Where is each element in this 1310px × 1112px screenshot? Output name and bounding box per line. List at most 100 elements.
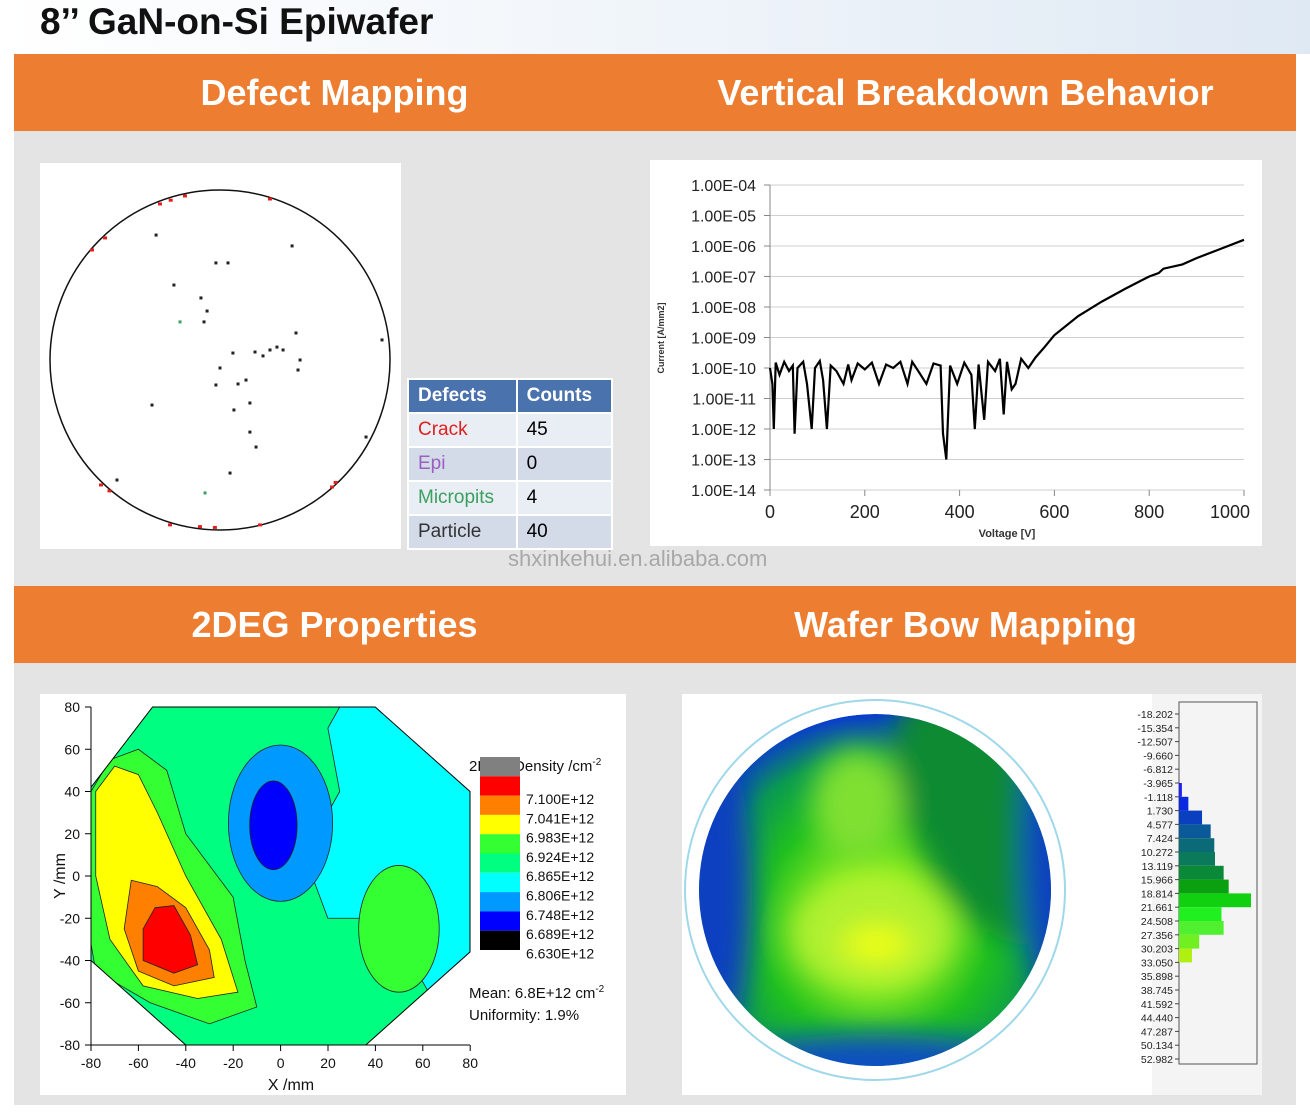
particle-point	[364, 435, 368, 439]
y-tick-label: 20	[64, 826, 80, 842]
particle-point	[154, 233, 158, 237]
wafer-bow-heading: Wafer Bow Mapping	[794, 604, 1137, 645]
bin-label: 52.982	[1141, 1054, 1173, 1066]
defect-mapping-heading: Defect Mapping	[200, 72, 469, 113]
x-tick-label: 1000	[1210, 502, 1250, 522]
bin-label: 7.424	[1147, 833, 1173, 845]
x-tick-label: 60	[415, 1055, 431, 1071]
legend-level-label: 7.041E+12	[526, 810, 594, 826]
bow-map	[699, 714, 1051, 1066]
particle-point	[236, 382, 240, 386]
histogram-bar	[1179, 796, 1189, 811]
histogram-bar	[1179, 783, 1182, 797]
crack-point	[330, 485, 335, 489]
bin-label: -9.660	[1143, 750, 1173, 762]
particle-point	[248, 430, 252, 434]
legend-level-label: 6.865E+12	[526, 868, 594, 884]
section-header-top: Defect Mapping Vertical Breakdown Behavi…	[14, 54, 1296, 131]
y-tick-label: -80	[60, 1037, 80, 1053]
histogram-bar	[1179, 865, 1224, 880]
bin-label: 35.898	[1141, 971, 1173, 983]
defect-count: 40	[515, 514, 614, 550]
y-axis-label: Y /mm	[52, 853, 69, 899]
legend-swatch	[480, 795, 520, 815]
x-tick-label: -40	[176, 1055, 196, 1071]
histogram-bar	[1179, 810, 1203, 825]
legend-swatch	[480, 853, 520, 873]
legend-level-label: 6.806E+12	[526, 888, 594, 904]
y-tick-label: 1.00E-04	[691, 178, 756, 195]
bin-label: 50.134	[1141, 1040, 1173, 1052]
defect-count: 45	[515, 412, 614, 448]
bin-label: 33.050	[1141, 957, 1173, 969]
crack-point	[333, 480, 338, 484]
particle-point	[254, 445, 258, 449]
breakdown-chart: 1.00E-04 1.00E-05 1.00E-06 1.00E-07 1.00E-08…	[650, 160, 1262, 546]
watermark: shxinkehui.en.alibaba.com	[508, 546, 768, 571]
bin-label: 1.730	[1147, 806, 1173, 818]
legend-swatch	[480, 814, 520, 835]
particle-point	[115, 478, 119, 482]
y-axis-label: Current [A/mm2]	[656, 302, 666, 373]
bin-label: 15.966	[1141, 875, 1173, 887]
x-tick-label: 40	[368, 1055, 384, 1071]
particle-point	[248, 401, 252, 405]
legend-level-label: 6.630E+12	[526, 945, 594, 961]
bin-label: -1.118	[1144, 792, 1173, 804]
contour-band	[142, 905, 199, 974]
x-tick-label: 200	[850, 502, 880, 522]
legend-level-label: 6.748E+12	[526, 907, 594, 923]
twodeg-heading: 2DEG Properties	[191, 604, 478, 645]
legend-swatch	[480, 776, 520, 796]
y-tick-label: -40	[60, 953, 80, 969]
y-tick-label: 1.00E-05	[691, 209, 756, 226]
particle-point	[214, 261, 218, 265]
particle-point	[205, 309, 209, 313]
micropit-point	[203, 491, 207, 495]
mean-text: Mean: 6.8E+12 cm-2	[469, 984, 605, 1002]
legend-level-label: 6.689E+12	[526, 926, 594, 942]
y-tick-label: 1.00E-14	[691, 483, 756, 500]
bin-label: -18.202	[1137, 709, 1173, 721]
x-tick-label: 0	[765, 502, 775, 522]
y-tick-label: 1.00E-13	[691, 453, 756, 470]
wafer-bow-chart: -18.202 -15.354 -12.507 -9.660 -6.812 -3.965 -…	[682, 694, 1262, 1095]
x-tick-label: 0	[277, 1055, 285, 1071]
col-header-counts: Counts	[515, 378, 614, 414]
y-tick-label: -20	[60, 910, 80, 926]
y-tick-label: 1.00E-06	[691, 239, 756, 256]
contour-band	[249, 780, 298, 871]
contour-band	[358, 865, 440, 993]
bin-label: 27.356	[1141, 930, 1173, 942]
legend-swatch	[480, 892, 520, 912]
bin-label: 21.661	[1141, 902, 1173, 914]
x-axis-label: Voltage [V]	[979, 528, 1036, 540]
twodeg-chart: -80 -60 -40 -20 0 20 40 60 80 80 60 40 20 0 -20 -40 -60 -…	[40, 694, 626, 1095]
particle-point	[218, 366, 222, 370]
defect-count: 4	[515, 480, 614, 516]
x-tick-label: -60	[128, 1055, 148, 1071]
legend-swatch	[480, 757, 520, 777]
y-tick-label: 40	[64, 784, 80, 800]
bin-label: 13.119	[1142, 861, 1173, 873]
crack-point	[197, 525, 202, 529]
crack-point	[157, 202, 162, 206]
particle-point	[298, 358, 302, 362]
histogram-bar	[1179, 852, 1215, 866]
y-tick-label: 1.00E-10	[691, 361, 756, 378]
y-tick-label: 1.00E-12	[691, 422, 756, 439]
particle-point	[172, 283, 176, 287]
header-band	[0, 0, 1310, 54]
bin-label: 38.745	[1141, 985, 1173, 997]
crack-point	[267, 197, 272, 201]
bin-label: -15.354	[1137, 723, 1173, 735]
particle-point	[214, 383, 218, 387]
legend-swatch	[480, 834, 520, 854]
x-tick-label: 80	[462, 1055, 478, 1071]
crack-point	[99, 483, 103, 487]
bin-label: -12.507	[1137, 737, 1173, 749]
micropit-point	[178, 320, 182, 324]
bin-label: 24.508	[1141, 916, 1173, 928]
crack-point	[212, 525, 217, 529]
particle-point	[253, 350, 257, 354]
